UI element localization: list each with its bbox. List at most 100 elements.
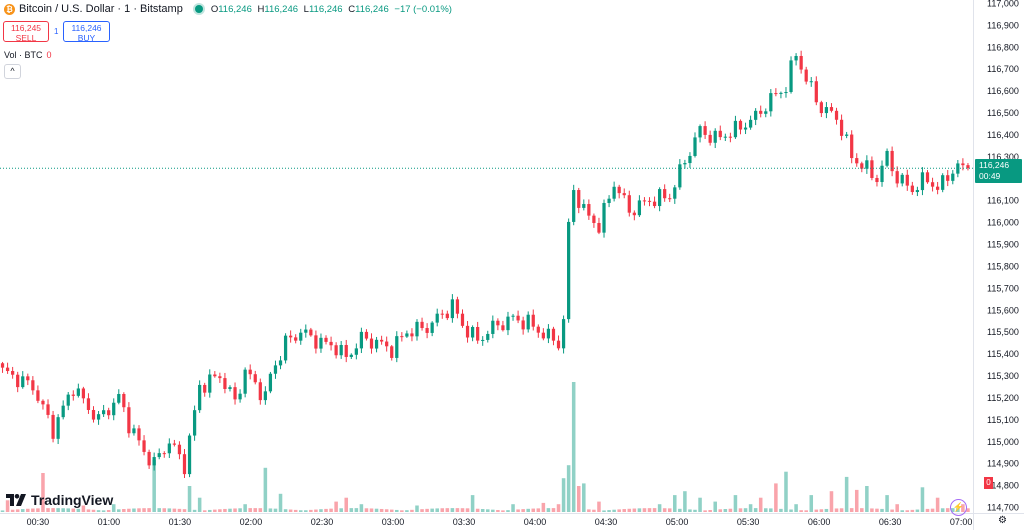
candle[interactable] — [612, 181, 616, 202]
candle[interactable] — [374, 336, 379, 353]
candle[interactable] — [733, 115, 738, 139]
candle[interactable] — [951, 170, 955, 185]
candle[interactable] — [76, 383, 80, 398]
candle[interactable] — [905, 169, 909, 191]
candle[interactable] — [728, 132, 732, 143]
candle[interactable] — [491, 315, 495, 339]
candle[interactable] — [890, 146, 894, 177]
candle[interactable] — [192, 405, 197, 441]
candle[interactable] — [845, 131, 849, 139]
candle[interactable] — [329, 336, 333, 351]
candle[interactable] — [915, 186, 920, 197]
candle[interactable] — [258, 378, 262, 405]
candle[interactable] — [41, 399, 45, 410]
candle[interactable] — [46, 399, 50, 419]
candle[interactable] — [743, 122, 748, 135]
candle[interactable] — [546, 324, 551, 344]
candle[interactable] — [223, 372, 227, 394]
candle[interactable] — [875, 174, 879, 187]
candle[interactable] — [11, 366, 15, 379]
candle[interactable] — [748, 115, 753, 130]
candle[interactable] — [784, 87, 788, 98]
candle[interactable] — [248, 364, 252, 380]
candle[interactable] — [460, 309, 465, 328]
candle[interactable] — [647, 197, 652, 207]
candle[interactable] — [86, 393, 91, 414]
candle[interactable] — [31, 376, 35, 395]
candle[interactable] — [738, 119, 743, 135]
collapse-legend-button[interactable]: ^ — [4, 64, 21, 79]
candle[interactable] — [718, 125, 722, 141]
candle[interactable] — [930, 177, 935, 192]
candle[interactable] — [759, 105, 763, 118]
candle[interactable] — [243, 367, 247, 398]
candle[interactable] — [789, 56, 793, 94]
candle[interactable] — [152, 452, 156, 471]
candle[interactable] — [228, 385, 232, 392]
candle[interactable] — [334, 342, 338, 359]
candle[interactable] — [501, 320, 505, 332]
candle[interactable] — [642, 197, 647, 206]
candle[interactable] — [304, 324, 308, 338]
candle[interactable] — [36, 385, 40, 404]
candle[interactable] — [470, 325, 475, 342]
candle[interactable] — [71, 390, 75, 401]
candle[interactable] — [839, 114, 844, 141]
candle[interactable] — [102, 404, 106, 418]
candle[interactable] — [855, 153, 859, 167]
candle[interactable] — [172, 439, 176, 447]
candle[interactable] — [56, 414, 60, 445]
candle[interactable] — [344, 339, 348, 363]
candle[interactable] — [122, 392, 126, 413]
candle[interactable] — [602, 199, 606, 238]
candle[interactable] — [668, 193, 672, 203]
candle[interactable] — [299, 328, 303, 345]
settings-icon[interactable]: ⚙ — [998, 515, 1007, 526]
candle[interactable] — [961, 158, 965, 171]
candle[interactable] — [314, 330, 318, 354]
candle[interactable] — [157, 448, 161, 460]
candle[interactable] — [349, 353, 353, 359]
candle[interactable] — [16, 371, 20, 393]
candle[interactable] — [769, 89, 773, 117]
candle[interactable] — [278, 356, 283, 370]
candle[interactable] — [253, 370, 257, 385]
candle[interactable] — [263, 386, 267, 405]
candle[interactable] — [673, 184, 677, 204]
candle[interactable] — [319, 333, 323, 353]
candle[interactable] — [359, 327, 364, 354]
candle[interactable] — [688, 152, 692, 168]
buy-button[interactable]: 116,246 BUY — [63, 21, 110, 43]
candle[interactable] — [693, 132, 697, 158]
candle[interactable] — [339, 341, 343, 359]
candle[interactable] — [203, 382, 207, 397]
candle[interactable] — [430, 321, 434, 337]
candle[interactable] — [850, 130, 854, 164]
candle[interactable] — [829, 103, 834, 113]
candle[interactable] — [213, 371, 217, 378]
candle[interactable] — [208, 369, 212, 398]
candle[interactable] — [5, 362, 10, 374]
candle[interactable] — [380, 335, 384, 345]
candle[interactable] — [445, 310, 449, 321]
candle[interactable] — [309, 327, 313, 337]
lightning-icon[interactable]: ⚡ — [950, 499, 967, 516]
candle[interactable] — [390, 344, 394, 361]
candle[interactable] — [187, 433, 192, 478]
candle[interactable] — [754, 108, 758, 126]
candle[interactable] — [658, 187, 662, 212]
candle[interactable] — [582, 199, 586, 211]
candle[interactable] — [66, 392, 70, 411]
candle[interactable] — [632, 210, 636, 221]
candle[interactable] — [698, 124, 702, 143]
candle[interactable] — [294, 334, 298, 344]
candle[interactable] — [142, 435, 146, 456]
candle[interactable] — [910, 181, 914, 195]
candle[interactable] — [167, 438, 171, 458]
candle[interactable] — [622, 188, 626, 199]
candle[interactable] — [925, 170, 930, 184]
candle[interactable] — [572, 184, 576, 226]
candle[interactable] — [61, 400, 65, 420]
candle[interactable] — [683, 159, 687, 169]
